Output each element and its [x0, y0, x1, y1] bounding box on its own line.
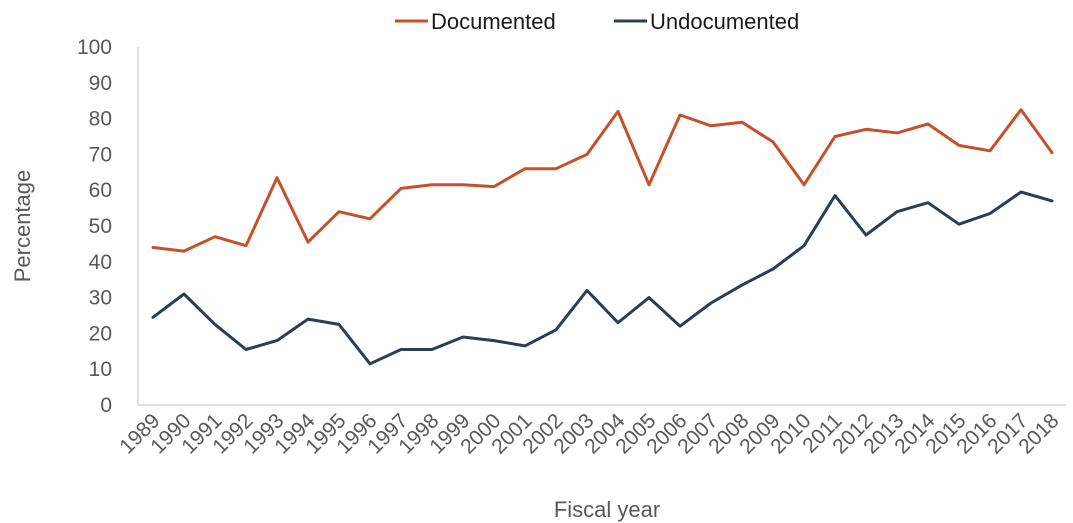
series-line-documented [151, 108, 1054, 253]
y-tick-label: 40 [89, 251, 112, 274]
y-tick-label: 50 [89, 215, 112, 238]
y-tick-label: 60 [89, 179, 112, 202]
x-axis: 1989199019911992199319941995199619971998… [115, 404, 1066, 459]
legend-label-undocumented: Undocumented [650, 9, 799, 34]
series-line-undocumented [151, 190, 1054, 366]
legend: Documented Undocumented [395, 9, 799, 34]
y-axis-title: Percentage [10, 170, 35, 283]
y-tick-label: 0 [100, 394, 112, 417]
y-tick-label: 100 [77, 36, 112, 59]
y-tick-label: 80 [89, 108, 112, 131]
y-axis: 0 10 20 30 40 50 60 70 80 90 100 [77, 36, 139, 417]
legend-label-documented: Documented [431, 9, 556, 34]
series-layer [151, 108, 1054, 366]
y-tick-label: 90 [89, 72, 112, 95]
y-tick-label: 70 [89, 143, 112, 166]
y-tick-label: 10 [89, 358, 112, 381]
x-axis-title: Fiscal year [554, 497, 660, 522]
y-tick-label: 30 [89, 287, 112, 310]
y-tick-label: 20 [89, 322, 112, 345]
